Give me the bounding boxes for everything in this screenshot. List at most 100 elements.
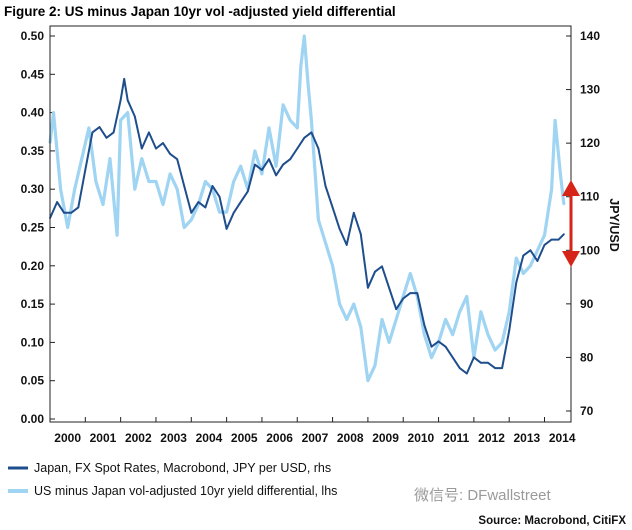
data-point-yield-differential xyxy=(559,173,562,175)
x-tick-label: 2007 xyxy=(302,431,329,445)
data-point-yield-differential xyxy=(133,188,136,191)
data-point-yield-differential xyxy=(102,203,104,206)
data-point-yield-differential xyxy=(116,234,118,237)
x-tick-label: 2013 xyxy=(513,431,540,445)
right-tick-label: 70 xyxy=(580,404,594,418)
data-point-jpy-usd xyxy=(324,185,327,187)
data-point-jpy-usd xyxy=(317,147,320,150)
data-point-jpy-usd xyxy=(359,233,362,236)
data-point-yield-differential xyxy=(317,218,320,221)
left-tick-label: 0.05 xyxy=(21,374,45,388)
x-axis-ticks: 2000 2001 2002 2003 2004 2005 2006 2007 2008 2009… xyxy=(49,417,576,445)
data-point-yield-differential xyxy=(563,203,565,206)
data-point-jpy-usd xyxy=(204,206,207,209)
data-point-jpy-usd xyxy=(176,158,179,161)
data-point-jpy-usd xyxy=(388,286,390,289)
data-point-yield-differential xyxy=(550,188,553,191)
x-tick-label: 2014 xyxy=(549,431,576,445)
data-point-jpy-usd xyxy=(133,115,136,118)
data-point-yield-differential xyxy=(359,326,362,328)
data-point-jpy-usd xyxy=(508,329,511,332)
data-point-jpy-usd xyxy=(70,211,73,214)
data-point-jpy-usd xyxy=(345,244,348,246)
annotation-double-arrow xyxy=(562,180,580,267)
data-point-yield-differential xyxy=(140,157,143,160)
data-point-yield-differential xyxy=(59,188,62,191)
legend-label-fx: Japan, FX Spot Rates, Macrobond, JPY per… xyxy=(34,461,331,475)
data-point-yield-differential xyxy=(239,165,242,168)
data-point-yield-differential xyxy=(80,157,83,160)
data-point-yield-differential xyxy=(183,226,186,229)
legend: Japan, FX Spot Rates, Macrobond, JPY per… xyxy=(8,461,337,498)
data-point-yield-differential xyxy=(458,310,461,313)
data-point-jpy-usd xyxy=(451,356,454,359)
right-tick-label: 90 xyxy=(580,297,594,311)
data-point-jpy-usd xyxy=(367,286,369,289)
data-point-jpy-usd xyxy=(148,131,150,134)
data-point-yield-differential xyxy=(554,119,556,122)
data-point-jpy-usd xyxy=(289,158,292,161)
data-point-yield-differential xyxy=(126,111,129,114)
data-point-jpy-usd xyxy=(169,153,172,155)
x-tick-label: 2009 xyxy=(372,431,399,445)
data-point-jpy-usd xyxy=(275,174,277,177)
data-point-jpy-usd xyxy=(458,367,461,369)
left-tick-label: 0.30 xyxy=(21,182,45,196)
right-tick-label: 140 xyxy=(580,29,600,43)
left-tick-label: 0.00 xyxy=(21,412,45,426)
left-tick-label: 0.25 xyxy=(21,221,45,235)
data-point-yield-differential xyxy=(254,150,256,152)
data-point-yield-differential xyxy=(307,81,309,83)
x-tick-label: 2003 xyxy=(160,431,187,445)
data-point-jpy-usd xyxy=(119,99,122,102)
data-point-yield-differential xyxy=(536,249,539,252)
x-tick-label: 2000 xyxy=(54,431,81,445)
data-point-jpy-usd xyxy=(197,201,200,204)
data-point-jpy-usd xyxy=(430,345,433,348)
data-point-jpy-usd xyxy=(480,361,482,364)
data-point-yield-differential xyxy=(451,333,454,336)
data-point-yield-differential xyxy=(52,111,55,114)
data-point-yield-differential xyxy=(338,303,341,305)
data-point-jpy-usd xyxy=(416,292,419,294)
data-point-jpy-usd xyxy=(140,147,143,150)
data-point-yield-differential xyxy=(529,264,532,267)
data-point-jpy-usd xyxy=(381,265,383,268)
data-point-yield-differential xyxy=(352,303,355,305)
data-point-jpy-usd xyxy=(246,190,249,193)
data-point-jpy-usd xyxy=(473,356,475,359)
data-point-yield-differential xyxy=(88,127,90,129)
data-point-yield-differential xyxy=(218,211,221,214)
data-point-jpy-usd xyxy=(550,238,553,241)
right-axis-ticks: 70 80 90 100 110 120 130 140 xyxy=(566,29,600,418)
data-point-jpy-usd xyxy=(374,270,376,273)
data-point-jpy-usd xyxy=(522,254,525,257)
data-point-yield-differential xyxy=(176,188,179,191)
data-point-yield-differential xyxy=(261,173,263,175)
data-point-yield-differential xyxy=(487,333,489,336)
data-point-yield-differential xyxy=(282,104,284,106)
data-point-jpy-usd xyxy=(282,163,284,166)
data-point-yield-differential xyxy=(310,119,313,122)
data-point-jpy-usd xyxy=(162,142,164,145)
plot-frame xyxy=(49,25,572,423)
data-point-yield-differential xyxy=(324,241,327,244)
data-point-jpy-usd xyxy=(437,340,440,343)
left-tick-label: 0.20 xyxy=(21,259,45,273)
data-point-jpy-usd xyxy=(123,78,126,80)
data-point-yield-differential xyxy=(543,234,546,237)
source-note: Source: Macrobond, CitiFX xyxy=(478,515,626,527)
data-point-jpy-usd xyxy=(218,195,221,198)
data-point-jpy-usd xyxy=(261,169,263,171)
data-point-jpy-usd xyxy=(239,201,242,204)
data-point-yield-differential xyxy=(515,257,518,259)
data-point-yield-differential xyxy=(155,180,157,183)
data-point-jpy-usd xyxy=(91,131,94,134)
data-point-jpy-usd xyxy=(105,136,108,139)
data-point-jpy-usd xyxy=(409,292,412,294)
x-tick-label: 2011 xyxy=(443,431,469,445)
series-line-yield-differential xyxy=(48,34,566,383)
data-point-jpy-usd xyxy=(515,281,518,284)
data-point-yield-differential xyxy=(268,127,270,129)
data-point-yield-differential xyxy=(148,180,150,183)
